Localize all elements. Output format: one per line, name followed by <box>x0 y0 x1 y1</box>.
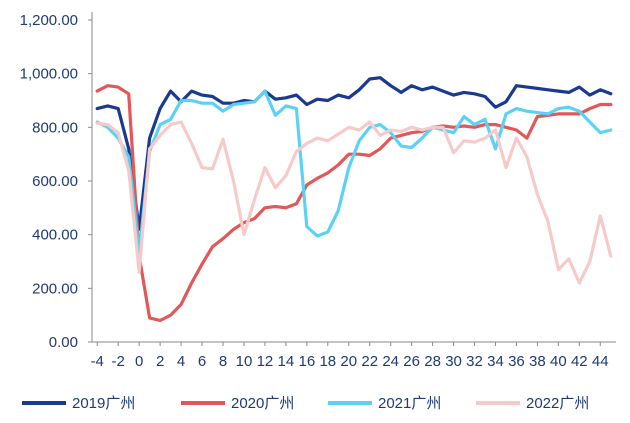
x-tick-label: 42 <box>571 353 588 370</box>
x-tick-label: 12 <box>257 353 274 370</box>
legend-label: 2019广州 <box>72 395 135 412</box>
x-tick-label: 22 <box>361 353 378 370</box>
x-tick-label: 10 <box>236 353 253 370</box>
y-tick-label: 1,000.00 <box>20 66 78 83</box>
x-tick-label: -2 <box>112 353 125 370</box>
legend-label: 2020广州 <box>231 395 294 412</box>
axis-layer: 0.00 200.00 400.00 600.00 800.00 1,000.00 1,20… <box>20 12 616 370</box>
x-tick-label: 40 <box>550 353 567 370</box>
y-tick-label: 200.00 <box>32 280 78 297</box>
y-tick-label: 800.00 <box>32 119 78 136</box>
y-tick-label: 0.00 <box>49 334 78 351</box>
x-tick-label: 18 <box>319 353 336 370</box>
x-tick-label: 26 <box>403 353 420 370</box>
y-tick-label: 600.00 <box>32 173 78 190</box>
series-layer <box>95 76 613 323</box>
x-tick-label: 36 <box>508 353 525 370</box>
legend: 2019广州 2020广州 2021广州 2022广州 <box>22 395 589 412</box>
x-tick-label: 34 <box>487 353 504 370</box>
x-tick-label: 30 <box>445 353 462 370</box>
legend-item-3: 2022广州 <box>476 395 589 412</box>
x-tick-label: -4 <box>91 353 104 370</box>
x-tick-label: 38 <box>529 353 546 370</box>
legend-item-0: 2019广州 <box>22 395 135 412</box>
x-tick-label: 24 <box>382 353 399 370</box>
x-tick-label: 2 <box>156 353 164 370</box>
x-tick-label: 28 <box>424 353 441 370</box>
x-tick-label: 0 <box>135 353 143 370</box>
legend-label: 2022广州 <box>526 395 589 412</box>
y-tick-label: 400.00 <box>32 227 78 244</box>
x-tick-label: 6 <box>198 353 206 370</box>
x-tick-label: 16 <box>298 353 315 370</box>
x-tick-label: 20 <box>340 353 357 370</box>
x-tick-label: 44 <box>592 353 609 370</box>
legend-item-1: 2020广州 <box>181 395 294 412</box>
legend-label: 2021广州 <box>378 395 441 412</box>
legend-item-2: 2021广州 <box>328 395 441 412</box>
x-tick-label: 14 <box>278 353 295 370</box>
x-tick-label: 4 <box>177 353 185 370</box>
series-line-1 <box>95 84 613 323</box>
x-tick-label: 32 <box>466 353 483 370</box>
x-tick-label: 8 <box>219 353 227 370</box>
series-line-2 <box>95 89 613 255</box>
series-line-3 <box>95 120 613 285</box>
y-tick-label: 1,200.00 <box>20 12 78 29</box>
